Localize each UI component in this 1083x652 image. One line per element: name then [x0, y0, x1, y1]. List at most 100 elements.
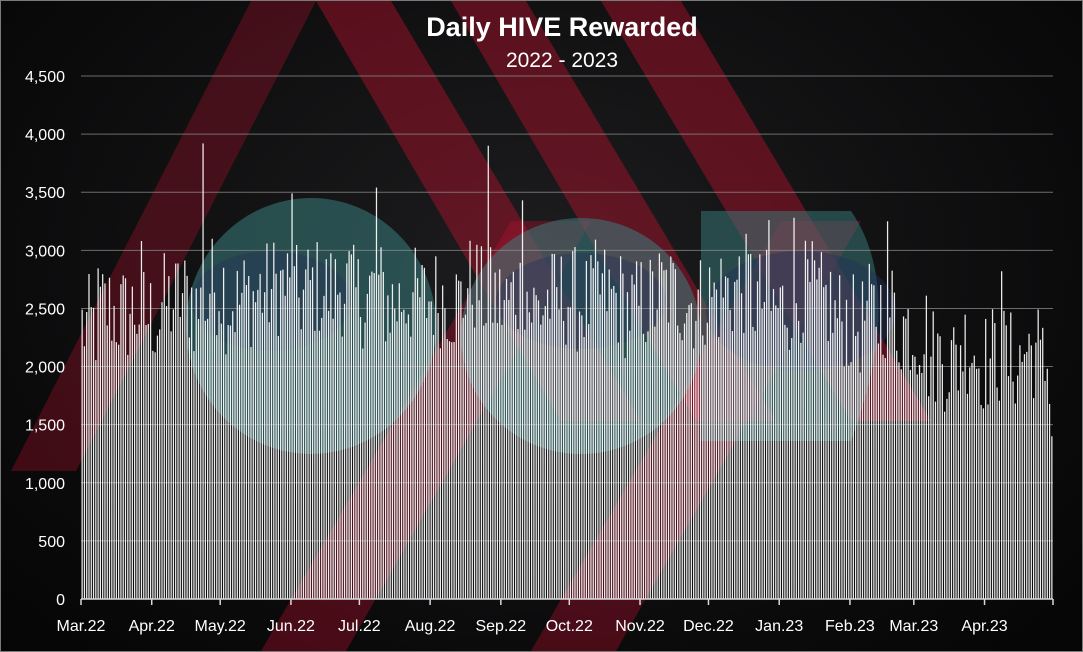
daily-bar — [718, 337, 720, 599]
daily-bar — [81, 309, 83, 599]
daily-bar — [257, 289, 259, 599]
daily-bar — [943, 411, 946, 599]
y-tick-label: 0 — [56, 592, 65, 609]
daily-bar — [989, 358, 991, 599]
daily-bar — [188, 337, 190, 599]
daily-bar — [373, 273, 375, 599]
daily-bar — [731, 331, 734, 599]
daily-bar — [610, 288, 613, 599]
daily-bar — [683, 323, 686, 599]
daily-bar — [786, 327, 788, 599]
daily-bar — [699, 260, 702, 599]
daily-bar — [236, 270, 238, 599]
daily-bar — [679, 333, 681, 599]
daily-bar — [261, 312, 264, 599]
daily-bar — [727, 278, 729, 599]
daily-bar — [877, 343, 880, 599]
daily-bar — [688, 304, 690, 599]
daily-bar — [216, 335, 218, 599]
daily-bar — [405, 323, 407, 599]
daily-bar — [432, 334, 435, 599]
daily-bar — [740, 293, 743, 599]
daily-bar — [950, 340, 953, 599]
daily-bar — [962, 371, 964, 599]
daily-bar — [225, 354, 227, 599]
daily-bar — [122, 275, 124, 599]
daily-bar — [966, 393, 969, 599]
daily-bar — [624, 358, 626, 599]
daily-bar — [88, 274, 90, 599]
daily-bar — [143, 271, 145, 599]
daily-bar — [850, 362, 852, 599]
daily-bar — [556, 287, 558, 599]
daily-bar — [893, 292, 896, 599]
x-tick-label: Apr.22 — [129, 618, 175, 635]
daily-bar — [193, 351, 195, 599]
daily-bar — [350, 254, 352, 600]
x-tick-label: Dec.22 — [683, 618, 734, 635]
daily-bar — [948, 392, 950, 599]
daily-bar — [389, 332, 391, 599]
daily-bar — [928, 396, 930, 599]
daily-bar — [412, 292, 414, 599]
daily-bar — [852, 274, 854, 599]
daily-bar — [784, 324, 786, 599]
daily-bar — [321, 317, 323, 599]
daily-bar — [884, 358, 886, 599]
daily-bar — [220, 323, 222, 599]
daily-bar — [597, 261, 599, 599]
daily-bar — [937, 333, 939, 599]
daily-bar — [104, 283, 106, 599]
daily-bar — [83, 346, 86, 599]
daily-bar — [544, 306, 546, 599]
daily-bar — [859, 372, 861, 599]
daily-bar — [802, 332, 804, 599]
daily-bar — [186, 275, 188, 599]
daily-bar — [658, 253, 661, 600]
daily-bar — [736, 279, 738, 599]
daily-bar — [323, 295, 325, 599]
daily-bar — [690, 303, 692, 599]
daily-bar — [234, 332, 236, 599]
daily-bar — [419, 297, 421, 599]
daily-bar — [1023, 354, 1026, 599]
daily-bar — [289, 277, 291, 599]
daily-bar — [127, 354, 129, 599]
daily-bar — [569, 307, 572, 599]
daily-bar — [359, 316, 362, 599]
daily-bar — [934, 401, 937, 599]
daily-bar — [499, 269, 501, 599]
x-tick-label: Mar.23 — [889, 618, 938, 635]
daily-bar — [124, 278, 127, 599]
daily-bar — [1044, 380, 1046, 599]
chart-subtitle: 2022 - 2023 — [506, 49, 618, 72]
bar-series — [81, 143, 1053, 600]
daily-bar — [439, 348, 441, 599]
daily-bar — [473, 327, 476, 599]
daily-bar — [640, 262, 642, 599]
daily-bar — [647, 331, 649, 599]
daily-bar — [250, 346, 252, 599]
daily-bar — [750, 253, 752, 599]
daily-bar — [355, 287, 357, 599]
daily-bar — [327, 310, 330, 599]
daily-bar — [97, 268, 99, 599]
daily-bar — [820, 252, 823, 599]
daily-bar — [197, 318, 200, 599]
daily-bar — [111, 340, 113, 599]
daily-bar — [464, 314, 467, 599]
daily-bar — [277, 336, 279, 599]
daily-bar — [528, 312, 530, 599]
daily-bar — [309, 279, 311, 599]
daily-bar — [891, 270, 893, 599]
daily-bar — [540, 324, 542, 599]
daily-bar — [562, 320, 565, 599]
daily-bar — [779, 287, 781, 599]
daily-bar — [241, 292, 243, 599]
daily-bar — [914, 356, 916, 599]
daily-bar — [581, 315, 583, 599]
daily-bar — [775, 305, 777, 599]
daily-bar — [724, 276, 727, 599]
x-tick-label: Sep.22 — [475, 618, 526, 635]
daily-bar — [761, 308, 763, 599]
